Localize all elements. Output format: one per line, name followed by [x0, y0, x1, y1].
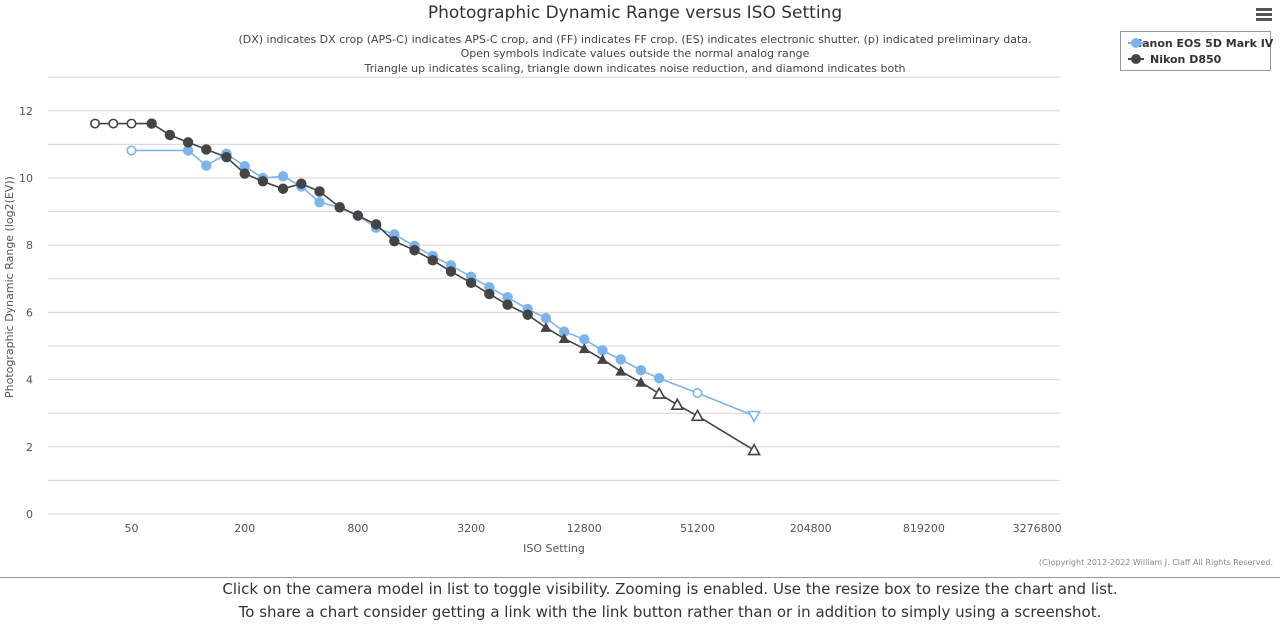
legend-symbol-nikon: [1128, 54, 1144, 64]
data-point[interactable]: [201, 160, 212, 171]
divider: [0, 577, 1280, 578]
data-point[interactable]: [653, 373, 665, 384]
data-point[interactable]: [164, 129, 176, 141]
data-point[interactable]: [389, 235, 400, 247]
x-tick-label: 3200: [457, 522, 485, 535]
data-point-triangle-up[interactable]: [540, 322, 552, 332]
data-point-triangle-up[interactable]: [597, 353, 609, 364]
chart-subtitle-line-3: Triangle up indicates scaling, triangle …: [363, 62, 905, 75]
chart-credits: (C)opyright 2012-2022 William J. Claff A…: [1039, 558, 1273, 567]
data-point-triangle-down[interactable]: [747, 410, 761, 424]
data-point-triangle-up[interactable]: [578, 343, 590, 354]
chart-legend: Canon EOS 5D Mark IV Nikon D850: [1120, 31, 1274, 71]
data-point-triangle-up[interactable]: [615, 365, 627, 376]
series-nikon[interactable]: [90, 118, 761, 456]
x-tick-label: 800: [347, 522, 368, 535]
data-point[interactable]: [409, 245, 420, 256]
data-point[interactable]: [370, 219, 382, 230]
y-tick-label: 6: [26, 306, 33, 319]
data-point[interactable]: [579, 334, 590, 345]
x-tick-label: 51200: [680, 522, 715, 535]
grid-lines: [48, 76, 1060, 481]
x-tick-label: 12800: [567, 522, 602, 535]
data-point[interactable]: [427, 255, 438, 266]
data-point[interactable]: [257, 176, 269, 187]
data-point-triangle-up[interactable]: [635, 376, 647, 387]
data-point[interactable]: [692, 388, 703, 399]
data-point[interactable]: [182, 137, 194, 148]
data-point[interactable]: [615, 354, 626, 365]
instruction-line-1: Click on the camera model in list to tog…: [222, 580, 1118, 598]
y-tick-label: 12: [19, 105, 33, 118]
data-point[interactable]: [146, 118, 157, 129]
x-tick-label: 819200: [903, 522, 945, 535]
data-point[interactable]: [558, 326, 570, 337]
data-point[interactable]: [277, 171, 289, 182]
data-point[interactable]: [201, 144, 212, 155]
y-tick-label: 8: [26, 239, 33, 252]
data-point[interactable]: [352, 210, 364, 221]
data-point[interactable]: [540, 312, 552, 324]
data-point[interactable]: [484, 288, 495, 300]
data-point[interactable]: [465, 277, 477, 289]
x-tick-label: 50: [125, 522, 139, 535]
chart-title: Photographic Dynamic Range versus ISO Se…: [428, 3, 842, 23]
data-point[interactable]: [90, 118, 101, 129]
data-point[interactable]: [182, 145, 194, 156]
data-point[interactable]: [635, 364, 647, 376]
x-tick-label: 3276800: [1013, 522, 1062, 535]
data-point[interactable]: [221, 151, 232, 163]
y-tick-label: 0: [26, 508, 33, 521]
data-point[interactable]: [502, 292, 513, 303]
data-point[interactable]: [108, 118, 119, 129]
y-axis-title: Photographic Dynamic Range (log2(EV)): [3, 176, 16, 398]
x-axis-title: ISO Setting: [523, 542, 585, 555]
x-tick-label: 200: [234, 522, 255, 535]
legend-label-canon: Canon EOS 5D Mark IV: [1134, 36, 1274, 50]
chart-subtitle-line-1: (DX) indicates DX crop (APS-C) indicates…: [238, 33, 1031, 46]
series-line: [95, 122, 755, 451]
data-point[interactable]: [597, 345, 608, 356]
data-point[interactable]: [314, 186, 325, 197]
y-axis-ticks: 0 2 4 6 8 10 12: [19, 105, 33, 521]
y-tick-label: 10: [19, 172, 33, 185]
x-tick-label: 204800: [790, 522, 832, 535]
data-point-triangle-up[interactable]: [690, 408, 705, 422]
hamburger-menu-icon[interactable]: [1254, 6, 1274, 24]
data-point-triangle-up[interactable]: [558, 333, 570, 344]
x-axis-ticks: 50 200 800 3200 12800 51200 204800 819200 327680…: [125, 522, 1062, 535]
legend-item-nikon[interactable]: Nikon D850: [1128, 51, 1270, 67]
legend-item-canon[interactable]: Canon EOS 5D Mark IV: [1128, 35, 1274, 51]
y-tick-label: 4: [26, 374, 33, 387]
data-point[interactable]: [239, 168, 250, 179]
data-point[interactable]: [239, 161, 250, 172]
data-point[interactable]: [277, 183, 289, 194]
data-point-triangle-up[interactable]: [652, 386, 666, 399]
data-point[interactable]: [502, 299, 513, 310]
data-point[interactable]: [296, 178, 307, 189]
data-point-triangle-up[interactable]: [670, 397, 685, 411]
data-point-triangle-up[interactable]: [747, 443, 761, 456]
data-point[interactable]: [126, 145, 137, 156]
data-point[interactable]: [314, 196, 325, 208]
series-plot-area[interactable]: [90, 118, 761, 456]
legend-label-nikon: Nikon D850: [1150, 52, 1222, 66]
data-point[interactable]: [334, 202, 345, 213]
data-point[interactable]: [445, 266, 457, 277]
data-point[interactable]: [126, 118, 137, 129]
chart[interactable]: Photographic Dynamic Range versus ISO Se…: [0, 0, 1280, 578]
instruction-line-2: To share a chart consider getting a link…: [238, 603, 1102, 621]
chart-subtitle-line-2: Open symbols indicate values outside the…: [461, 47, 810, 60]
y-tick-label: 2: [26, 441, 33, 454]
data-point[interactable]: [522, 309, 533, 320]
